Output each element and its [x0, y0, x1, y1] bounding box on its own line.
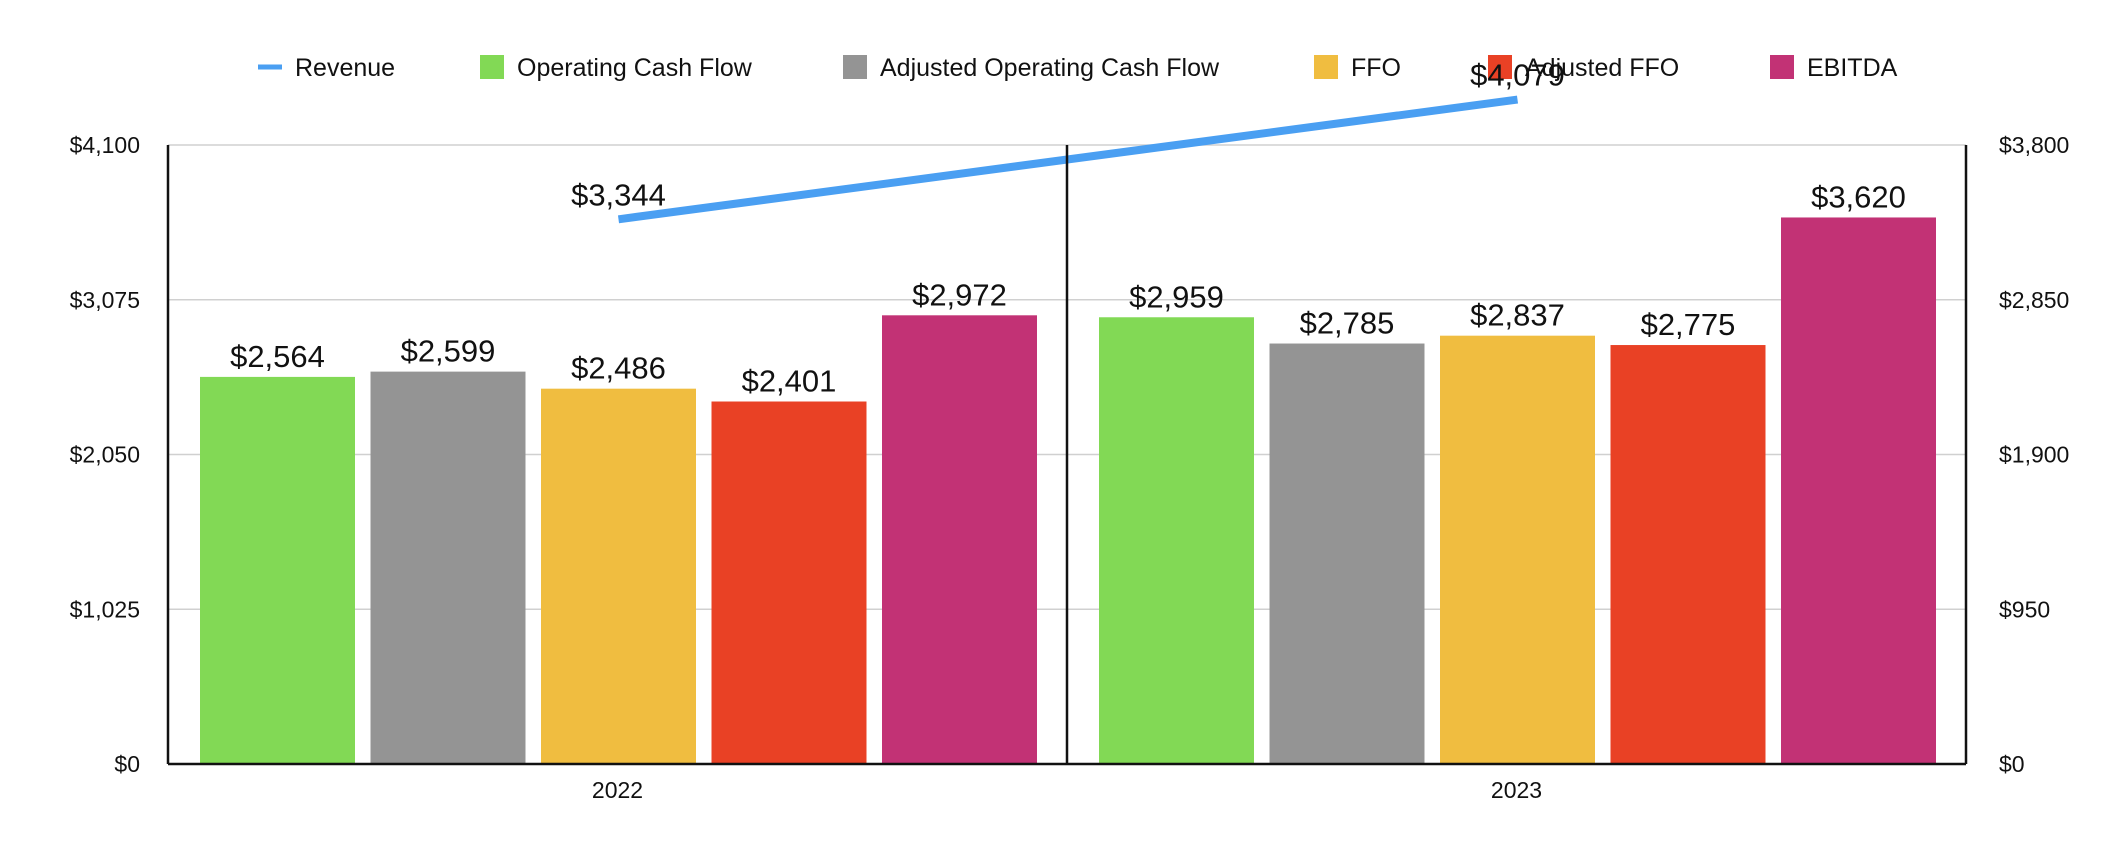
bar-ebitda-2022: [882, 315, 1037, 764]
bar-ebitda-2023: [1781, 217, 1936, 765]
data-label-adjusted-operating-cash-flow: $2,599: [401, 334, 496, 369]
x-axis-tick-label: 2022: [592, 777, 643, 803]
legend-swatch-operating-cash-flow: [480, 55, 504, 79]
right-axis-tick-label: $3,800: [1999, 132, 2069, 158]
x-axis: 2022 2023: [592, 777, 1542, 803]
legend-swatch-ffo: [1314, 55, 1338, 79]
data-label-operating-cash-flow: $2,564: [230, 339, 325, 374]
data-label-ffo: $2,486: [571, 351, 666, 386]
right-axis-tick-label: $1,900: [1999, 442, 2069, 468]
data-label-revenue: $3,344: [571, 177, 666, 212]
bars: [200, 217, 1936, 765]
left-axis-tick-label: $2,050: [70, 442, 140, 468]
legend: Revenue Operating Cash Flow Adjusted Opera…: [258, 54, 1898, 82]
right-axis-tick-label: $950: [1999, 596, 2050, 622]
bar-adjusted-operating-cash-flow-2023: [1269, 343, 1425, 764]
legend-swatch-ebitda: [1770, 55, 1794, 79]
left-axis-tick-label: $3,075: [70, 287, 140, 313]
left-axis-tick-label: $1,025: [70, 596, 140, 622]
data-label-operating-cash-flow: $2,959: [1129, 279, 1224, 314]
right-axis-tick-label: $2,850: [1999, 287, 2069, 313]
data-label-adjusted-ffo: $2,775: [1641, 307, 1736, 342]
left-axis-tick-label: $4,100: [70, 132, 140, 158]
plot-frame: [166, 145, 1968, 766]
bar-ffo-2022: [541, 388, 696, 764]
data-label-ffo: $2,837: [1470, 298, 1565, 333]
data-label-revenue: $4,079: [1470, 58, 1565, 93]
legend-label-ebitda: EBITDA: [1807, 54, 1898, 82]
right-axis-tick-label: $0: [1999, 751, 2025, 777]
bar-adjusted-operating-cash-flow-2022: [370, 371, 526, 764]
right-axis: $0 $950 $1,900 $2,850 $3,800: [1999, 132, 2069, 777]
data-label-ebitda: $3,620: [1811, 179, 1906, 214]
legend-label-adjusted-ffo: Adjusted FFO: [1525, 54, 1679, 82]
bar-ffo-2023: [1440, 335, 1595, 764]
data-label-ebitda: $2,972: [912, 277, 1007, 312]
legend-swatch-adjusted-ffo: [1488, 55, 1512, 79]
data-label-adjusted-operating-cash-flow: $2,785: [1300, 306, 1395, 341]
data-labels: $2,564 $2,599 $2,486 $2,401 $2,972 $2,959 $2,7…: [230, 58, 1906, 399]
legend-label-revenue: Revenue: [295, 54, 395, 82]
left-axis-tick-label: $0: [114, 751, 140, 777]
data-label-adjusted-ffo: $2,401: [742, 364, 837, 399]
bar-adjusted-ffo-2022: [711, 401, 867, 764]
x-axis-tick-label: 2023: [1491, 777, 1542, 803]
left-axis: $0 $1,025 $2,050 $3,075 $4,100: [70, 132, 140, 777]
legend-label-adjusted-operating-cash-flow: Adjusted Operating Cash Flow: [880, 54, 1220, 82]
bar-operating-cash-flow-2022: [200, 376, 355, 764]
bar-adjusted-ffo-2023: [1610, 345, 1766, 764]
legend-label-ffo: FFO: [1351, 54, 1401, 82]
bar-operating-cash-flow-2023: [1099, 317, 1254, 764]
legend-label-operating-cash-flow: Operating Cash Flow: [517, 54, 753, 82]
legend-swatch-adjusted-operating-cash-flow: [843, 55, 867, 79]
